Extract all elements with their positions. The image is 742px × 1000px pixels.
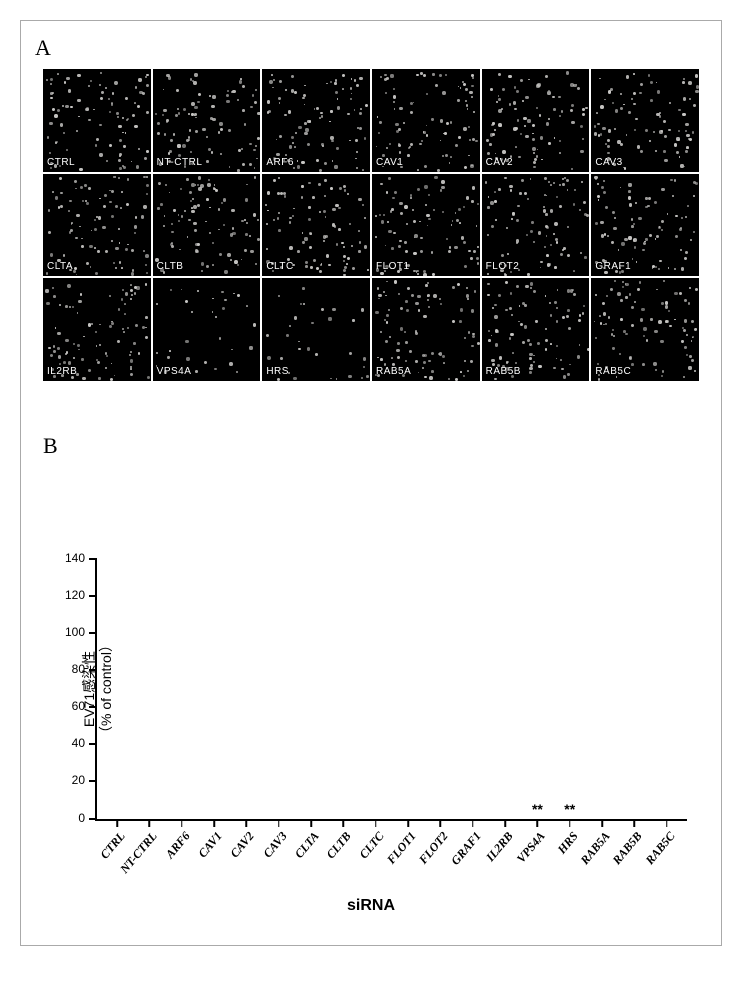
image-cell: NT-CTRL xyxy=(153,69,261,172)
panel-b-label: B xyxy=(43,433,707,459)
y-tick-label: 80 xyxy=(72,662,85,676)
image-cell-label: NT-CTRL xyxy=(157,157,203,168)
image-cell-label: CTRL xyxy=(47,157,75,168)
significance-marker: ** xyxy=(532,801,543,817)
image-cell: GRAF1 xyxy=(591,174,699,277)
y-tick-label: 20 xyxy=(72,773,85,787)
image-cell-label: GRAF1 xyxy=(595,261,631,272)
y-tick-label: 0 xyxy=(78,811,85,825)
y-tick-label: 40 xyxy=(72,736,85,750)
image-cell: IL2RB xyxy=(43,278,151,381)
y-tick: 40 xyxy=(89,743,97,745)
image-cell-label: ARF6 xyxy=(266,157,294,168)
significance-marker: ** xyxy=(564,801,575,817)
image-cell: FLOT2 xyxy=(482,174,590,277)
y-tick: 140 xyxy=(89,558,97,560)
panel-a-label: A xyxy=(35,35,707,61)
image-cell-label: CAV1 xyxy=(376,157,403,168)
y-tick: 120 xyxy=(89,595,97,597)
image-cell: CAV2 xyxy=(482,69,590,172)
image-cell-label: CAV2 xyxy=(486,157,513,168)
x-axis-title: siRNA xyxy=(35,897,707,915)
image-grid-panel-a: CTRL NT-CTRL ARF6 CAV1 CAV2 CAV3 CLTA CLTB CLTC F… xyxy=(41,67,701,383)
image-cell-label: FLOT2 xyxy=(486,261,520,272)
image-cell: ARF6 xyxy=(262,69,370,172)
y-tick-label: 140 xyxy=(65,551,85,565)
image-cell: CLTA xyxy=(43,174,151,277)
figure-container: A CTRL NT-CTRL ARF6 CAV1 CAV2 CAV3 CLTA CLTB CLT… xyxy=(20,20,722,946)
image-cell: FLOT1 xyxy=(372,174,480,277)
y-tick: 20 xyxy=(89,780,97,782)
image-cell-label: VPS4A xyxy=(157,366,192,377)
y-tick-label: 100 xyxy=(65,625,85,639)
image-cell-label: IL2RB xyxy=(47,366,77,377)
y-tick: 100 xyxy=(89,632,97,634)
y-tick-label: 60 xyxy=(72,699,85,713)
y-tick: 0 xyxy=(89,818,97,820)
image-cell-label: HRS xyxy=(266,366,289,377)
y-tick: 60 xyxy=(89,706,97,708)
bar-chart-panel-b: EV71感染性 （% of control） **** CTRLNT-CTRLA… xyxy=(95,559,687,821)
image-cell: RAB5C xyxy=(591,278,699,381)
image-cell-label: RAB5B xyxy=(486,366,521,377)
y-tick-label: 120 xyxy=(65,588,85,602)
y-tick: 80 xyxy=(89,669,97,671)
image-cell: RAB5A xyxy=(372,278,480,381)
image-cell: CLTC xyxy=(262,174,370,277)
bars-group: ** ** xyxy=(97,559,687,819)
image-cell-label: CAV3 xyxy=(595,157,622,168)
image-cell: CAV3 xyxy=(591,69,699,172)
image-cell-label: CLTC xyxy=(266,261,293,272)
image-cell: CLTB xyxy=(153,174,261,277)
image-cell: RAB5B xyxy=(482,278,590,381)
image-cell-label: CLTB xyxy=(157,261,184,272)
image-cell-label: CLTA xyxy=(47,261,73,272)
image-cell: HRS xyxy=(262,278,370,381)
image-cell: CTRL xyxy=(43,69,151,172)
image-cell-label: FLOT1 xyxy=(376,261,410,272)
image-cell: CAV1 xyxy=(372,69,480,172)
image-cell-label: RAB5C xyxy=(595,366,631,377)
image-cell: VPS4A xyxy=(153,278,261,381)
image-cell-label: RAB5A xyxy=(376,366,411,377)
